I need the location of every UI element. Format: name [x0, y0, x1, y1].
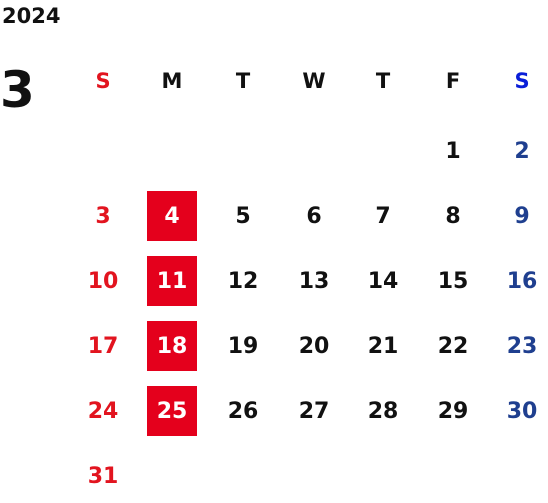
date-cell: 29 [437, 398, 469, 424]
date-cell: 12 [227, 268, 259, 294]
date-cell: 14 [367, 268, 399, 294]
date-cell: 30 [506, 398, 538, 424]
date-cell: 24 [87, 398, 119, 424]
date-cell: 22 [437, 333, 469, 359]
date-cell: 28 [367, 398, 399, 424]
date-cell: 18 [147, 321, 197, 371]
date-cell: 2 [514, 138, 530, 164]
date-cell: 31 [87, 463, 119, 489]
month: 3 [0, 61, 35, 119]
date-cell: 13 [298, 268, 330, 294]
date-cell: 15 [437, 268, 469, 294]
weekday-label: S [514, 69, 530, 93]
date-cell: 19 [227, 333, 259, 359]
weekday-label: M [161, 69, 183, 93]
date-cell: 9 [514, 203, 530, 229]
date-cell: 25 [147, 386, 197, 436]
date-cell: 10 [87, 268, 119, 294]
date-cell: 3 [95, 203, 111, 229]
weekday-label: F [445, 69, 461, 93]
date-cell: 16 [506, 268, 538, 294]
date-cell: 21 [367, 333, 399, 359]
date-cell: 7 [375, 203, 391, 229]
weekday-label: W [302, 69, 326, 93]
date-cell: 8 [445, 203, 461, 229]
date-cell: 20 [298, 333, 330, 359]
date-cell: 1 [445, 138, 461, 164]
date-cell: 11 [147, 256, 197, 306]
date-cell: 4 [147, 191, 197, 241]
date-cell: 27 [298, 398, 330, 424]
date-cell: 17 [87, 333, 119, 359]
date-cell: 5 [235, 203, 251, 229]
year: 2024 [2, 4, 61, 28]
weekday-label: T [375, 69, 391, 93]
weekday-label: T [235, 69, 251, 93]
date-cell: 26 [227, 398, 259, 424]
date-cell: 23 [506, 333, 538, 359]
date-cell: 6 [306, 203, 322, 229]
weekday-label: S [95, 69, 111, 93]
